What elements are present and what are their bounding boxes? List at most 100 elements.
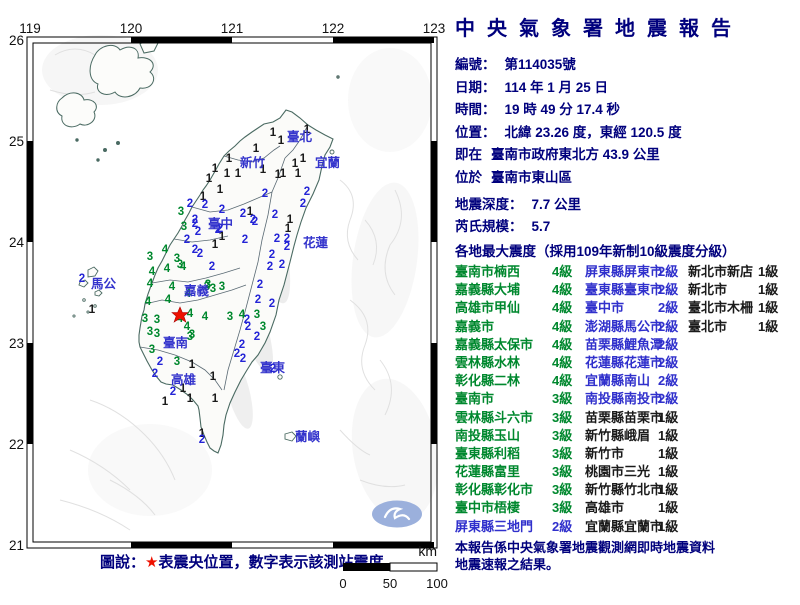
station-intensity-value: 1 [270, 127, 277, 139]
station-intensity-value: 1 [235, 168, 242, 180]
station-intensity-value: 3 [187, 331, 193, 343]
station-intensity-value: 2 [184, 234, 190, 246]
station-intensity-value: 2 [192, 218, 198, 230]
station-intensity-value: 3 [174, 356, 180, 368]
station-intensity-value: 4 [180, 261, 187, 273]
station-intensity-value: 1 [226, 153, 233, 165]
station-intensity-value: 1 [304, 124, 311, 136]
legend-star-icon: ★ [145, 554, 158, 571]
report-field: 地震深度： 7.7 公里 [455, 196, 582, 212]
city-label: 臺中 [208, 216, 233, 231]
station-intensity-value: 1 [278, 135, 285, 147]
intensity-column: 新北市新店 1級 新北市 1級 臺北市木柵 1級 臺北市 1級 [688, 263, 778, 336]
station-intensity-value: 1 [180, 383, 187, 395]
station-intensity-value: 2 [254, 331, 260, 343]
station-intensity-value: 2 [234, 348, 240, 360]
station-intensity-value: 4 [164, 263, 171, 275]
station-intensity-value: 1 [199, 428, 206, 440]
intensity-row: 苗栗縣鯉魚潭 2級 [585, 336, 679, 352]
intensity-row: 花蓮縣富里 3級 [455, 464, 573, 480]
intensity-column: 屏東縣屏東市 2級 臺東縣臺東市 2級 臺中市 2級 澎湖縣馬公市 2級 苗栗縣鯉魚潭 2級 花蓮縣… [585, 263, 678, 536]
station-intensity-value: 2 [267, 261, 273, 273]
city-label: 馬公 [91, 277, 117, 291]
intensity-row: 臺北市木柵 1級 [688, 300, 779, 316]
station-intensity-value: 2 [245, 321, 251, 333]
station-intensity-value: 2 [79, 273, 85, 285]
station-intensity-value: 1 [285, 223, 292, 235]
intensity-row: 嘉義市 4級 [455, 318, 573, 334]
lon-tick-label: 121 [221, 21, 244, 36]
station-intensity-value: 1 [187, 393, 194, 405]
map-legend: 圖說：★表震央位置，數字表示該測站震度 [100, 553, 384, 571]
intensity-row: 彰化縣彰化市 3級 [455, 482, 573, 498]
station-intensity-value: 1 [275, 169, 282, 181]
station-intensity-value: 4 [187, 308, 194, 320]
station-intensity-value: 2 [244, 314, 250, 326]
intensity-row: 新北市新店 1級 [688, 264, 779, 279]
station-intensity-value: 3 [254, 309, 260, 321]
intensity-row: 彰化縣二林 4級 [455, 373, 573, 389]
station-intensity-value: 2 [202, 199, 208, 211]
city-label: 臺南 [163, 335, 189, 350]
station-intensity-value: 2 [270, 363, 276, 375]
station-intensity-value: 2 [192, 214, 198, 226]
scale-bar: km 0 50 100 [339, 543, 447, 591]
intensity-row: 臺南市 3級 [455, 391, 573, 407]
station-intensity-value: 4 [162, 244, 169, 256]
intensity-row: 臺中市梧棲 3級 [455, 500, 573, 516]
station-intensity-value: 2 [240, 353, 246, 365]
station-intensity-value: 4 [177, 313, 184, 325]
intensity-row: 雲林縣斗六市 3級 [455, 409, 573, 425]
city-label: 臺東 [260, 360, 286, 375]
station-intensity-value: 2 [252, 216, 258, 228]
station-intensity-value: 2 [240, 208, 246, 220]
intensity-column: 臺南市楠西 4級 嘉義縣大埔 4級 高雄市甲仙 4級 嘉義市 4級 嘉義縣太保市 4級 雲林縣水林 4… [455, 263, 572, 536]
city-label: 新竹 [240, 155, 266, 170]
scale-tick-label: 50 [383, 576, 397, 591]
station-intensity-value: 1 [247, 206, 254, 218]
station-intensity-value: 3 [181, 221, 187, 233]
station-intensity-value: 2 [195, 226, 201, 238]
station-intensity-value: 1 [200, 191, 207, 203]
intensity-row: 桃園市三光 1級 [585, 464, 679, 480]
city-label: 宜蘭 [315, 155, 341, 170]
station-intensity-value: 1 [292, 158, 299, 170]
station-intensity-value: 3 [260, 321, 266, 333]
station-intensity-value: 2 [242, 234, 248, 246]
latitude-axis-labels: 26 25 24 23 22 21 [9, 33, 25, 553]
station-intensity-value: 3 [149, 344, 155, 356]
station-intensity-value: 1 [224, 168, 231, 180]
intensity-row: 澎湖縣馬公市 2級 [585, 318, 679, 334]
intensity-row: 新竹縣竹北市 1級 [585, 482, 679, 498]
footer-line: 本報告係中央氣象署地震觀測網即時地震資料 [455, 540, 716, 555]
station-intensity-value: 2 [257, 279, 263, 291]
station-intensity-value: 4 [149, 266, 156, 278]
report-fields: 編號： 第114035號 日期： 114 年 1 月 25 日時間： 19 時 49 分… [455, 54, 800, 239]
report-field: 編號： 第114035號 [455, 57, 576, 72]
intensity-row: 臺東縣利稻 3級 [455, 445, 573, 461]
intensity-row: 新北市 1級 [688, 282, 779, 298]
station-intensity-value: 1 [212, 239, 219, 251]
station-intensity-value: 2 [274, 233, 280, 245]
report-panel: 中央氣象署地震報告 編號： 第114035號 日期： 114 年 1 月 25 日時間… [455, 0, 800, 600]
city-label: 花蓮 [303, 235, 329, 250]
station-intensity-value: 2 [187, 198, 193, 210]
report-field: 即在 臺南市政府東北方 43.9 公里 [455, 147, 660, 163]
intensity-row: 南投縣南投市 2級 [585, 391, 679, 407]
intensity-row: 高雄市 1級 [585, 500, 679, 516]
station-intensity-value: 3 [204, 281, 210, 293]
report-footer: 本報告係中央氣象署地震觀測網即時地震資料 地震速報之結果。 [455, 540, 715, 573]
intensity-row: 高雄市甲仙 4級 [455, 300, 573, 316]
station-intensity-value: 2 [217, 223, 223, 235]
report-field: 日期： 114 年 1 月 25 日 [455, 79, 609, 95]
intensity-row: 嘉義縣太保市 4級 [455, 336, 573, 352]
lat-tick-label: 21 [9, 538, 24, 553]
station-intensity-value: 3 [177, 259, 183, 271]
intensity-row: 南投縣玉山 3級 [455, 427, 573, 443]
lat-tick-label: 24 [9, 235, 25, 250]
lat-tick-label: 22 [9, 437, 24, 452]
station-intensity-value: 2 [262, 188, 268, 200]
